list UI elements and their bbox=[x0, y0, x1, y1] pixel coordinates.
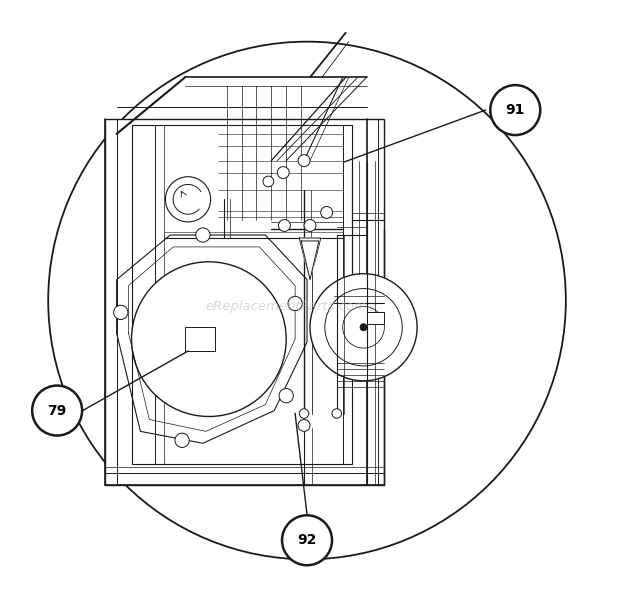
Circle shape bbox=[490, 85, 540, 135]
Circle shape bbox=[48, 42, 566, 559]
Polygon shape bbox=[299, 238, 321, 277]
Circle shape bbox=[166, 177, 211, 222]
Circle shape bbox=[343, 306, 384, 348]
Bar bbox=[131, 125, 352, 464]
Circle shape bbox=[32, 386, 82, 436]
Text: 91: 91 bbox=[505, 103, 525, 117]
Circle shape bbox=[279, 389, 293, 403]
Circle shape bbox=[360, 324, 367, 331]
Circle shape bbox=[131, 262, 286, 416]
Circle shape bbox=[310, 274, 417, 381]
Circle shape bbox=[263, 176, 273, 187]
Circle shape bbox=[321, 206, 332, 218]
Circle shape bbox=[282, 515, 332, 565]
Bar bbox=[185, 327, 215, 351]
Circle shape bbox=[196, 228, 210, 242]
Circle shape bbox=[277, 167, 289, 178]
Circle shape bbox=[298, 419, 310, 431]
Circle shape bbox=[288, 296, 303, 311]
Circle shape bbox=[299, 409, 309, 418]
Circle shape bbox=[304, 220, 316, 231]
Text: 92: 92 bbox=[298, 533, 317, 547]
Bar bbox=[366, 312, 384, 324]
Circle shape bbox=[332, 409, 342, 418]
Circle shape bbox=[298, 155, 310, 167]
Circle shape bbox=[325, 289, 402, 366]
Text: 79: 79 bbox=[48, 403, 67, 418]
Polygon shape bbox=[301, 241, 319, 280]
Bar bbox=[105, 119, 384, 485]
Circle shape bbox=[175, 433, 189, 447]
Circle shape bbox=[278, 220, 290, 231]
Circle shape bbox=[113, 305, 128, 320]
Text: eReplacementParts.com: eReplacementParts.com bbox=[205, 300, 367, 313]
